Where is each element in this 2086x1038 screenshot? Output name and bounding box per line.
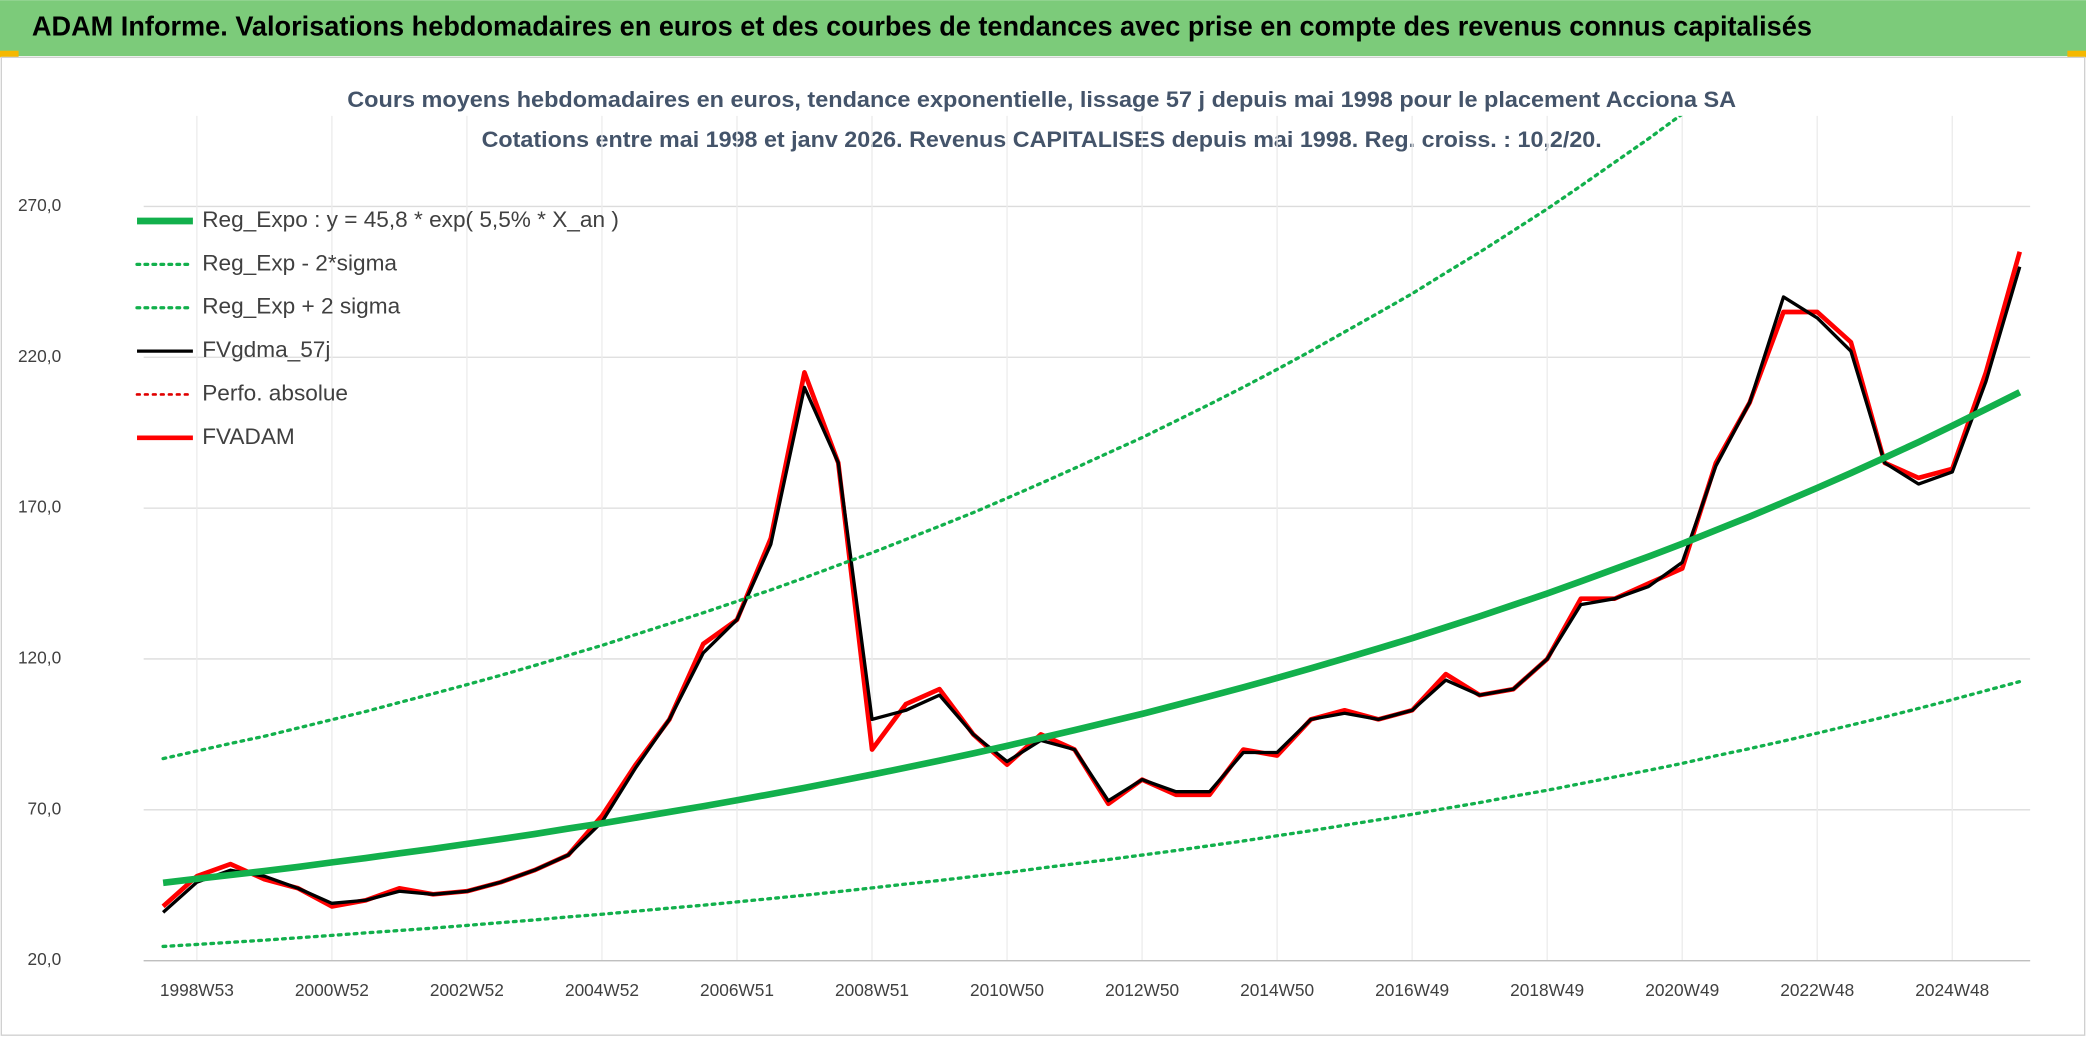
x-tick-label: 2010W50: [970, 980, 1044, 1000]
x-tick-label: 2024W48: [1915, 980, 1989, 1000]
y-tick-label: 170,0: [18, 497, 61, 517]
series-line: [162, 389, 2022, 887]
legend-label: Reg_Exp + 2 sigma: [202, 294, 400, 319]
series-line: [161, 679, 2022, 949]
legend-label: Reg_Expo : y = 45,8 * exp( 5,5% * X_an ): [202, 207, 619, 232]
y-tick-label: 20,0: [28, 949, 62, 969]
x-tick-label: 2004W52: [565, 980, 639, 1000]
chart-subtitle: Cotations entre mai 1998 et janv 2026. R…: [482, 127, 1602, 152]
x-tick-label: 2000W52: [295, 980, 369, 1000]
y-tick-label: 270,0: [18, 195, 61, 215]
chart-title: Cours moyens hebdomadaires en euros, ten…: [347, 87, 1736, 112]
x-tick-label: 2014W50: [1240, 980, 1314, 1000]
x-tick-label: 2008W51: [835, 980, 909, 1000]
corner: [0, 50, 19, 58]
legend-label: FVADAM: [202, 424, 295, 449]
series-line: [161, 266, 2022, 914]
y-tick-label: 220,0: [18, 346, 61, 366]
series-line: [161, 115, 1683, 761]
legend-label: Perfo. absolue: [202, 380, 348, 405]
frame: [0, 56, 2086, 1036]
x-tick-label: 2022W48: [1780, 980, 1854, 1000]
x-tick-label: 2016W49: [1375, 980, 1449, 1000]
x-tick-label: 2006W51: [700, 980, 774, 1000]
x-tick-label: 2018W49: [1510, 980, 1584, 1000]
banner-bg: [0, 0, 2086, 57]
x-tick-label: 2002W52: [430, 980, 504, 1000]
x-tick-label: 2012W50: [1105, 980, 1179, 1000]
banner-title: ADAM Informe. Valorisations hebdomadaire…: [32, 10, 1812, 41]
legend-label: FVgdma_57j: [202, 337, 330, 362]
plot: [161, 115, 2022, 949]
corner: [2067, 50, 2086, 58]
x-tick-label: 2020W49: [1645, 980, 1719, 1000]
y-tick-label: 120,0: [18, 648, 61, 668]
y-tick-label: 70,0: [28, 798, 62, 818]
x-tick-label: 1998W53: [160, 980, 234, 1000]
legend-label: Reg_Exp - 2*sigma: [202, 250, 397, 275]
